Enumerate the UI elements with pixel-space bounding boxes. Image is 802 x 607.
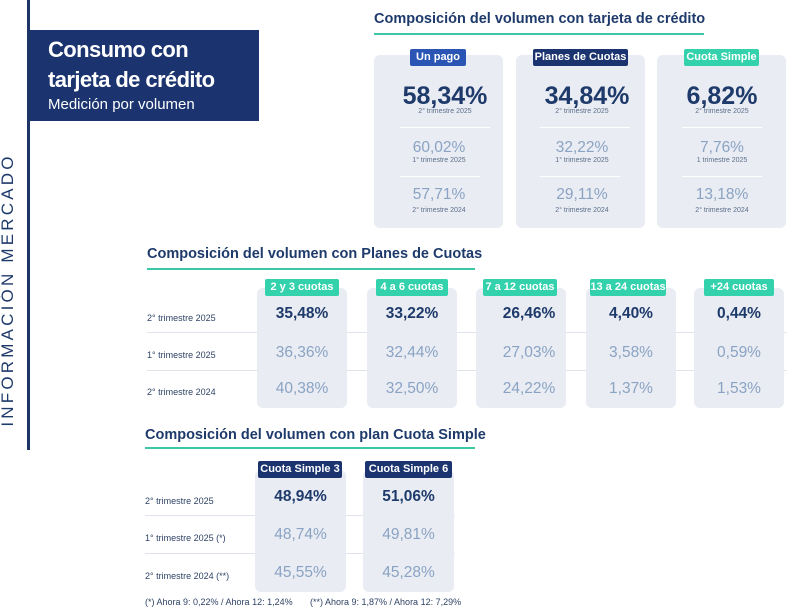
sidebar-rule — [27, 0, 30, 450]
plans-column-badge: 2 y 3 cuotas — [265, 279, 339, 296]
plans-value: 32,44% — [385, 344, 439, 361]
plans-column-card — [694, 288, 784, 408]
footnote-1: (*) Ahora 9: 0,22% / Ahora 12: 1,24% — [145, 597, 293, 607]
title-box: Consumo con tarjeta de crédito Medición … — [30, 30, 259, 121]
plans-section-title: Composición del volumen con Planes de Cu… — [147, 246, 483, 262]
badge-cuota-simple: Cuota Simple — [684, 49, 759, 66]
plans-value: 35,48% — [275, 305, 329, 322]
credit-period-q2-2024: 2° trimestre 2024 — [412, 207, 466, 214]
row-divider — [147, 370, 787, 371]
plans-value: 24,22% — [502, 380, 556, 397]
plans-value: 36,36% — [275, 344, 329, 361]
plans-value: 33,22% — [385, 305, 439, 322]
plans-value: 27,03% — [502, 344, 556, 361]
simple-section-title: Composición del volumen con plan Cuota S… — [145, 427, 486, 443]
simple-value: 48,94% — [274, 488, 327, 505]
card-un-pago — [374, 55, 503, 228]
simple-value: 49,81% — [382, 526, 435, 543]
plans-value: 4,40% — [609, 305, 653, 322]
simple-section-underline — [145, 447, 475, 449]
credit-period-q1-2025: 1° trimestre 2025 — [555, 157, 609, 164]
simple-column-card — [255, 470, 346, 592]
plans-value: 0,44% — [717, 305, 761, 322]
card-divider — [540, 127, 630, 128]
credit-period-q2-2024: 2° trimestre 2024 — [695, 207, 749, 214]
credit-main-period: 2° trimestre 2025 — [555, 108, 609, 115]
plans-value: 0,59% — [717, 344, 761, 361]
badge-planes-de-cuotas: Planes de Cuotas — [533, 49, 628, 66]
plans-column-card — [257, 288, 347, 408]
credit-value-q1-2025: 60,02% — [412, 139, 466, 156]
simple-column-card — [363, 470, 454, 592]
badge-un-pago: Un pago — [410, 49, 466, 66]
plans-column-badge: +24 cuotas — [704, 279, 774, 296]
credit-period-q1-2025: 1° trimestre 2025 — [412, 157, 466, 164]
page-subtitle: Medición por volumen — [48, 96, 195, 113]
card-divider — [682, 127, 762, 128]
simple-value: 48,74% — [274, 526, 327, 543]
page-title-line1: Consumo con — [48, 37, 189, 62]
card-planes-de-cuotas — [516, 55, 645, 228]
credit-value-q2-2024: 29,11% — [556, 186, 608, 203]
side-label: INFORMACIÓN MERCADO — [0, 153, 17, 427]
plans-column-card — [586, 288, 676, 408]
plans-section-underline — [147, 268, 475, 270]
simple-row-label: 2° trimestre 2025 — [145, 496, 214, 506]
simple-column-badge: Cuota Simple 3 — [258, 461, 342, 478]
credit-period-q1-2025: 1 trimestre 2025 — [696, 157, 748, 164]
credit-section-underline — [374, 33, 704, 35]
plans-value: 1,37% — [609, 380, 653, 397]
credit-main-period: 2° trimestre 2025 — [418, 108, 472, 115]
simple-value: 45,55% — [274, 564, 327, 581]
card-divider — [682, 176, 762, 177]
footnote-2: (**) Ahora 9: 1,87% / Ahora 12: 7,29% — [310, 597, 462, 607]
plans-row-label: 2° trimestre 2024 — [147, 387, 216, 397]
credit-value-q2-2024: 13,18% — [695, 186, 749, 203]
plans-row-label: 2° trimestre 2025 — [147, 313, 216, 323]
card-divider — [400, 127, 490, 128]
plans-value: 1,53% — [717, 380, 761, 397]
simple-row-label: 1° trimestre 2025 (*) — [145, 533, 226, 543]
credit-main-value: 6,82% — [686, 82, 758, 110]
plans-value: 3,58% — [609, 344, 653, 361]
simple-row-label: 2° trimestre 2024 (**) — [145, 571, 230, 581]
simple-value: 45,28% — [382, 564, 435, 581]
credit-section-title: Composición del volumen con tarjeta de c… — [374, 11, 706, 27]
credit-main-value: 58,34% — [402, 82, 488, 110]
plans-column-card — [367, 288, 457, 408]
plans-column-badge: 4 a 6 cuotas — [376, 279, 448, 296]
row-divider — [147, 332, 787, 333]
simple-column-badge: Cuota Simple 6 — [365, 461, 452, 478]
card-divider — [540, 176, 620, 177]
simple-value: 51,06% — [382, 488, 435, 505]
plans-column-badge: 13 a 24 cuotas — [590, 279, 666, 296]
credit-value-q1-2025: 7,76% — [700, 139, 744, 156]
plans-value: 40,38% — [275, 380, 329, 397]
plans-column-badge: 7 a 12 cuotas — [483, 279, 557, 296]
plans-row-label: 1° trimestre 2025 — [147, 350, 216, 360]
page-title-line2: tarjeta de crédito — [48, 67, 215, 92]
plans-value: 26,46% — [502, 305, 556, 322]
plans-value: 32,50% — [385, 380, 439, 397]
credit-period-q2-2024: 2° trimestre 2024 — [555, 207, 609, 214]
plans-column-card — [476, 288, 566, 408]
credit-value-q2-2024: 57,71% — [412, 186, 466, 203]
credit-main-value: 34,84% — [544, 82, 630, 110]
card-divider — [400, 176, 480, 177]
credit-value-q1-2025: 32,22% — [555, 139, 609, 156]
credit-main-period: 2° trimestre 2025 — [695, 108, 749, 115]
card-cuota-simple — [657, 55, 786, 228]
